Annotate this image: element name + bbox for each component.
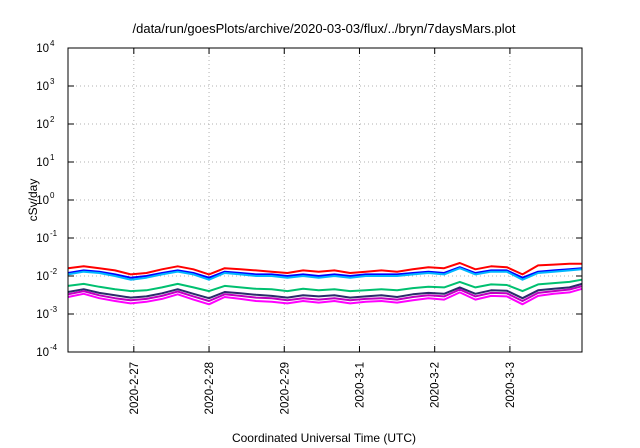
series-group [67, 262, 583, 306]
y-tick-exponent: -3 [50, 305, 58, 314]
y-tick-label: 10 [36, 233, 49, 245]
y-tick-label: 10 [36, 81, 49, 93]
grid-lines [68, 48, 582, 352]
series-line-1 [67, 262, 582, 276]
y-tick-label: 10 [36, 271, 49, 283]
x-tick-label: 2020-3-2 [430, 362, 442, 408]
y-tick-exponent: -1 [50, 229, 58, 238]
x-tick-label: 2020-2-27 [129, 362, 141, 414]
y-tick-label: 10 [36, 347, 49, 359]
series-line-6 [67, 285, 583, 302]
x-tick-label: 2020-2-28 [204, 362, 216, 414]
series-line-2 [67, 266, 583, 279]
y-tick-label: 10 [36, 43, 49, 55]
x-tick-label: 2020-2-29 [279, 362, 291, 414]
x-tick-label: 2020-3-1 [354, 362, 366, 408]
y-tick-exponent: -2 [50, 267, 58, 276]
y-tick-exponent: 1 [50, 153, 55, 162]
series-line-5 [67, 282, 583, 300]
plot-frame [67, 47, 583, 353]
y-tick-label: 10 [36, 195, 49, 207]
y-tick-label: 10 [36, 119, 49, 131]
series-line-3 [67, 267, 583, 281]
x-tick-label: 2020-3-3 [505, 362, 517, 408]
y-axis-label: cSv/day [26, 179, 40, 222]
series-line-7 [67, 287, 583, 306]
y-tick-exponent: -4 [50, 343, 58, 352]
y-tick-label: 10 [36, 309, 49, 321]
series-line-4 [67, 278, 583, 293]
y-tick-exponent: 3 [50, 77, 55, 86]
y-tick-label: 10 [36, 157, 49, 169]
chart-title: /data/run/goesPlots/archive/2020-03-03/f… [133, 21, 516, 36]
y-tick-exponent: 0 [50, 191, 55, 200]
x-axis-label: Coordinated Universal Time (UTC) [232, 431, 416, 445]
y-tick-exponent: 4 [50, 39, 55, 48]
y-tick-exponent: 2 [50, 115, 55, 124]
